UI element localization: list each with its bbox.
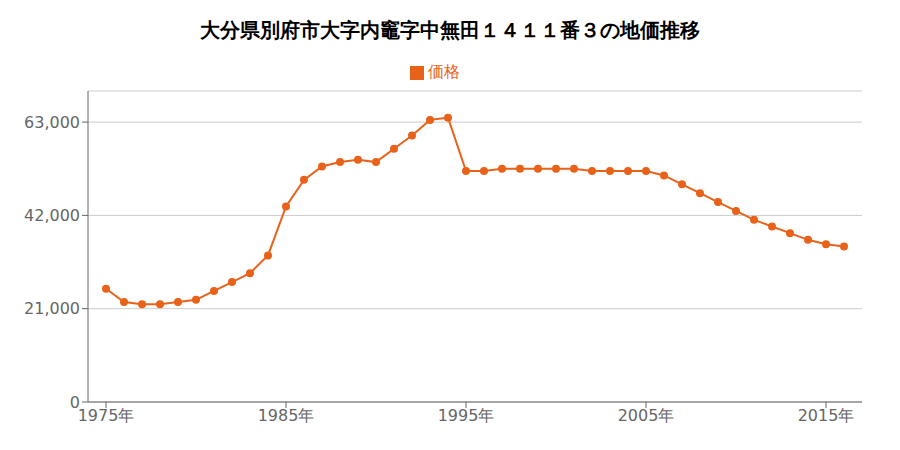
- svg-text:0: 0: [70, 393, 80, 412]
- svg-text:63,000: 63,000: [24, 113, 80, 132]
- html-text:価格: 価格: [428, 62, 460, 81]
- svg-text:42,000: 42,000: [24, 206, 80, 225]
- svg-text:21,000: 21,000: [24, 299, 80, 318]
- svg-text:1995年: 1995年: [438, 406, 495, 425]
- svg-text:2015年: 2015年: [798, 406, 855, 425]
- svg-text:2005年: 2005年: [618, 406, 675, 425]
- svg-text:1975年: 1975年: [78, 406, 135, 425]
- svg-text:1985年: 1985年: [258, 406, 315, 425]
- html-text:大分県別府市大字内竈字中無田１４１１番３の地価推移: 大分県別府市大字内竈字中無田１４１１番３の地価推移: [200, 18, 700, 42]
